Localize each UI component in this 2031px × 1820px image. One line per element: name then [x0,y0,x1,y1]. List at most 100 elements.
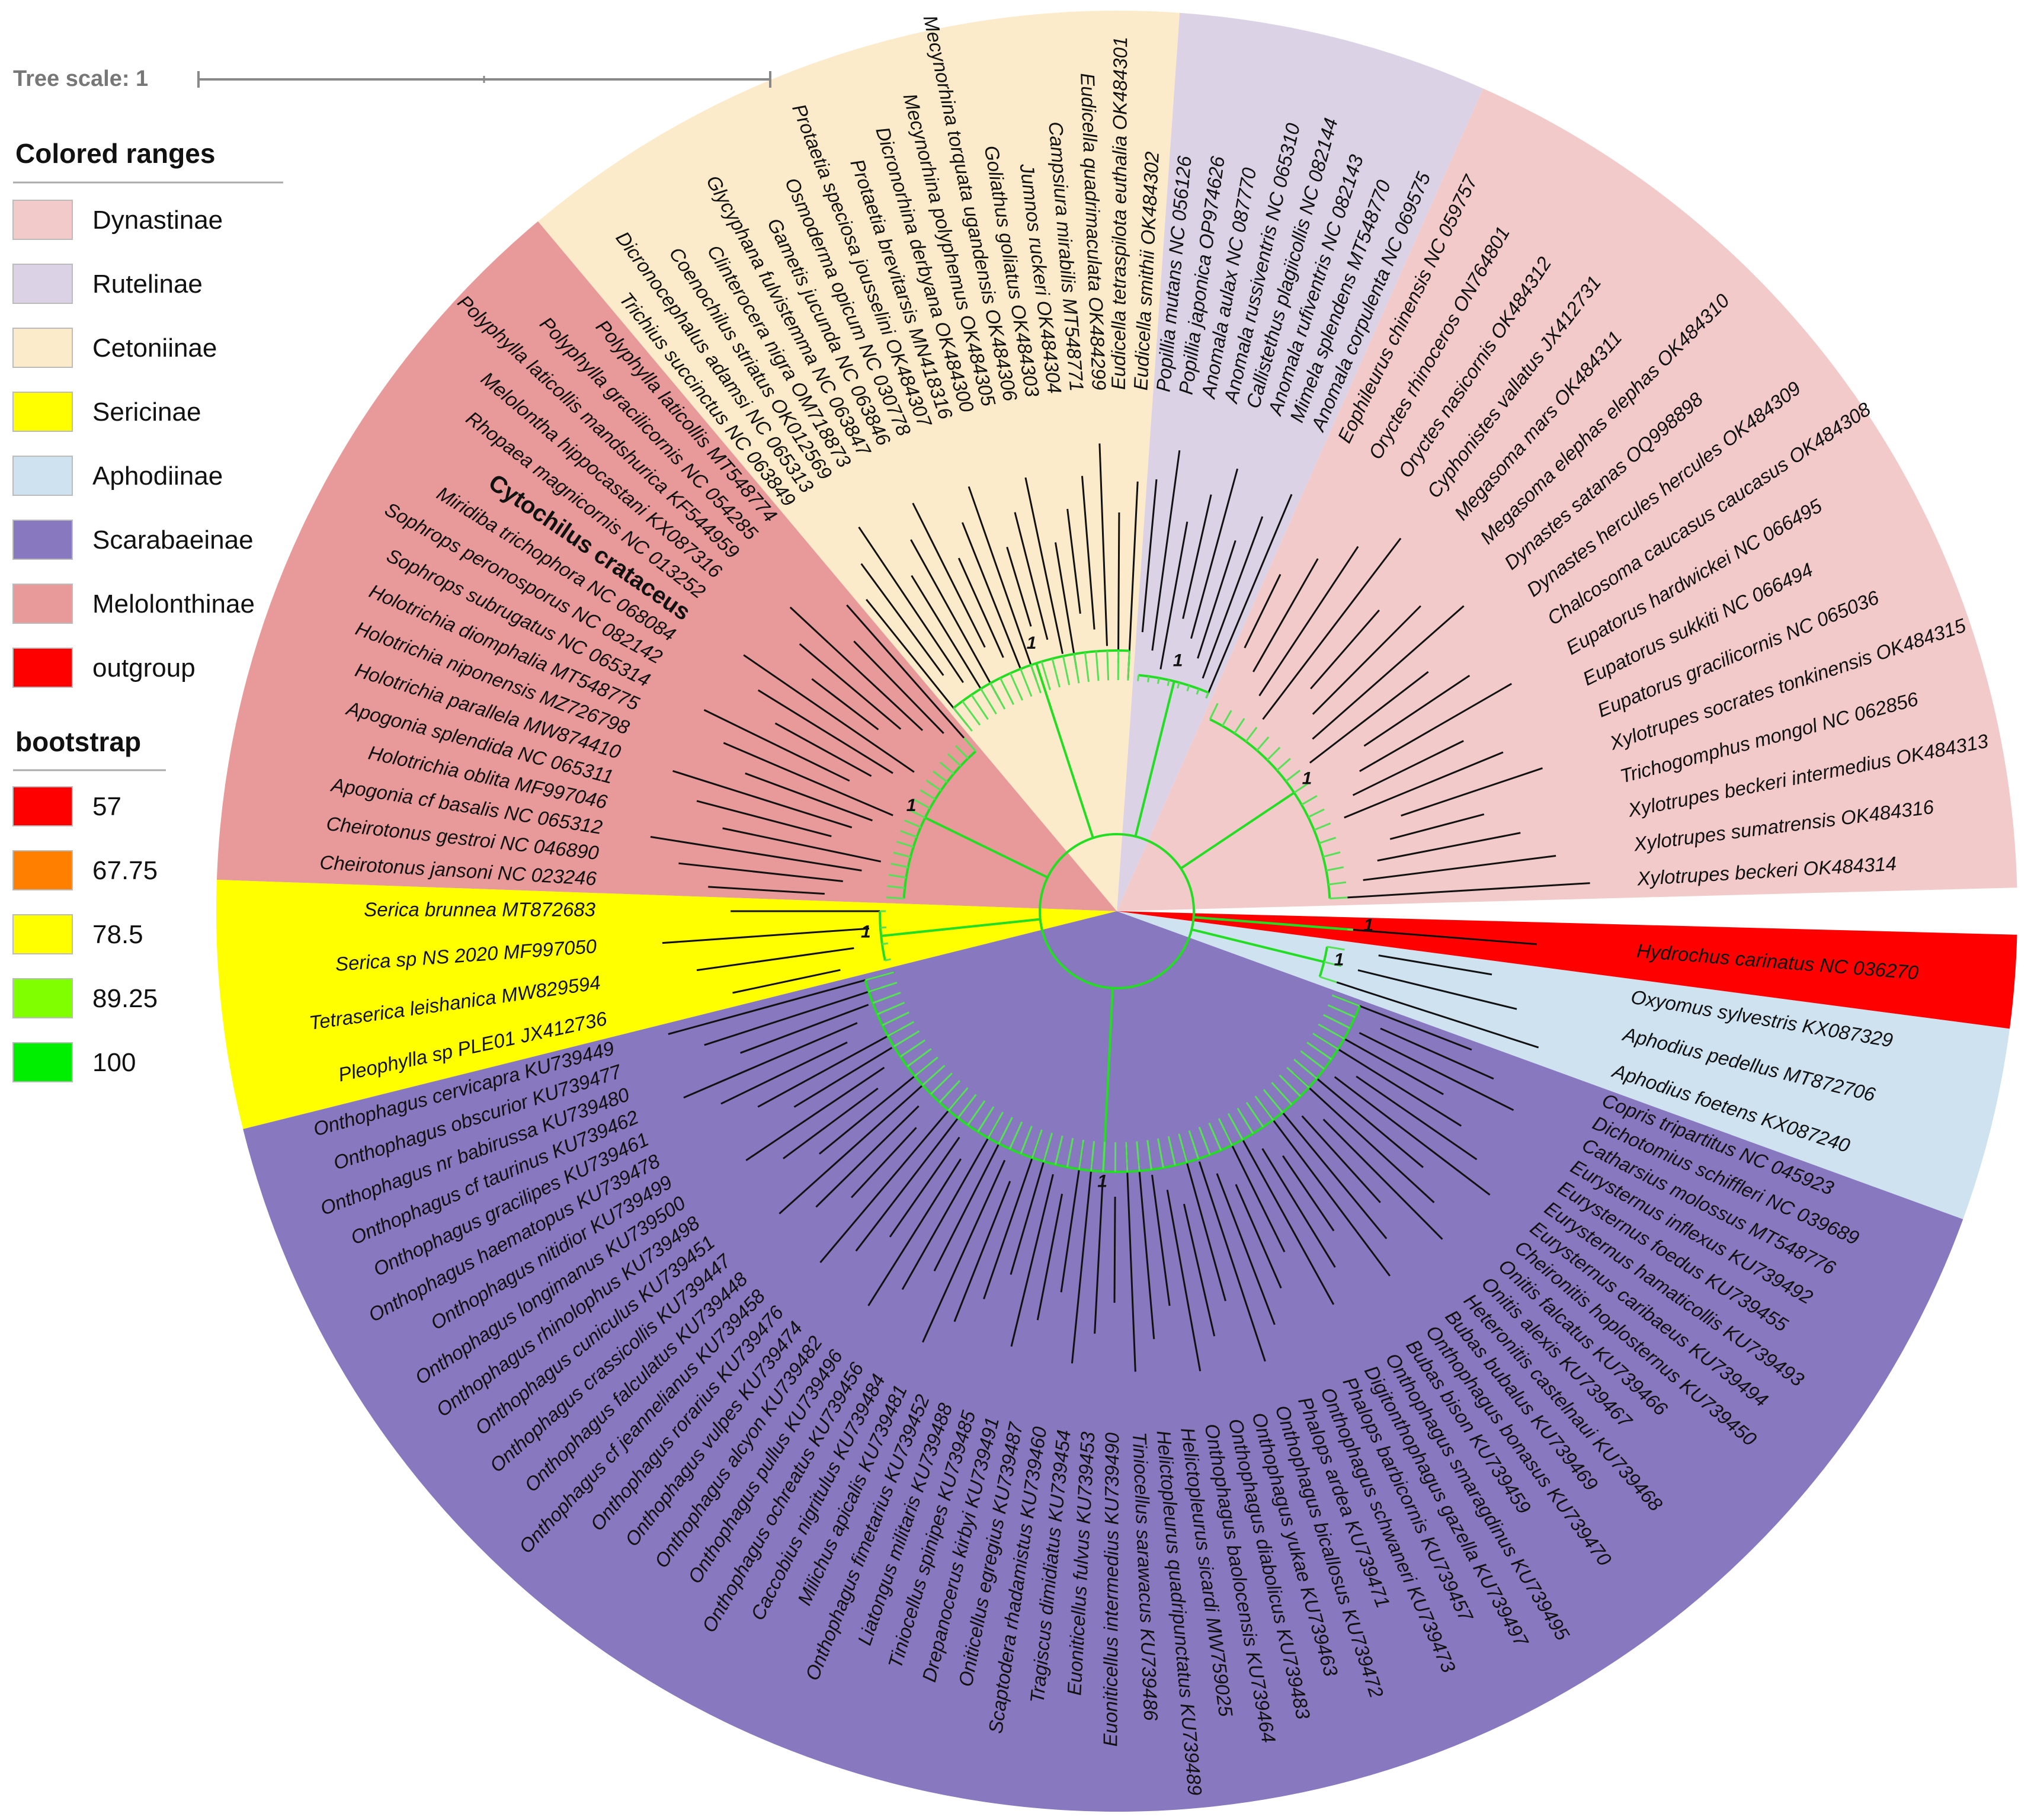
internal-branch [1285,770,1301,782]
tip-branch [683,1022,858,1099]
internal-branch [1245,726,1258,742]
tip-branch [774,722,872,777]
bootstrap-node-label: 1 [1363,915,1373,935]
internal-branch [882,942,889,946]
internal-branch [1009,672,1024,701]
legend-swatch [12,264,73,304]
legend-swatch [12,786,73,826]
tip-branch [1282,1155,1335,1232]
internal-branch [1178,1133,1188,1163]
legend-swatch [12,520,73,560]
tip-branch [1113,1196,1116,1303]
internal-branch [908,809,926,819]
tip-branch [1380,1027,1494,1080]
tip-branch [910,539,1001,701]
tip-branch [961,522,1021,669]
internal-branch [1125,1142,1129,1172]
tip-branch [911,575,983,691]
internal-branch [1328,881,1347,886]
internal-branch [1318,1023,1345,1040]
tip-branch [789,606,924,731]
range-sector-rutelinae [1117,12,1484,912]
internal-branch [880,926,887,929]
internal-branch [1146,1140,1152,1170]
legend-swatch [12,1042,73,1082]
taxon-label: Serica brunnea MT872683 [364,899,595,921]
internal-branch [1279,1074,1302,1097]
internal-branch [888,874,906,879]
internal-branch [1095,651,1100,681]
tip-branch [901,1118,1000,1290]
tip-branch [1252,558,1319,672]
tip-branch [703,709,850,782]
internal-branch [1020,1126,1033,1154]
bootstrap-node-label: 1 [1027,633,1037,653]
tip-branch [757,689,893,774]
tree-scale: Tree scale: 1 [13,66,771,91]
internal-branch [925,780,942,792]
tip-branch [1378,954,1492,976]
tip-branch [696,947,854,972]
tip-branch [1190,468,1239,639]
tip-branch [968,486,1038,682]
legend-bootstrap-title: bootstrap [15,726,141,757]
internal-branch [953,707,973,732]
tip-branch [811,678,879,730]
tip-branch [1036,1193,1063,1321]
tip-branch [846,604,965,739]
tip-branch [953,1181,1011,1322]
tip-branch [1377,832,1521,862]
tip-branch [1014,512,1049,640]
tip-branch [1261,1148,1336,1268]
tip-branch [1312,605,1421,715]
tip-branch [1357,969,1517,1010]
taxon-label: Eudicella tetraspilota euthalia OK484301 [1107,37,1131,390]
legend-range-label: Sericinae [92,398,201,427]
internal-branch [896,841,914,848]
tip-branch [732,969,841,994]
tip-branch [745,772,873,822]
internal-branch [1236,1107,1254,1134]
internal-branch [1196,688,1200,695]
internal-branch [890,863,909,869]
tip-branch [793,1047,893,1108]
internal-branch [872,992,901,1004]
tip-branch [1338,1034,1444,1095]
internal-branch [887,1021,915,1037]
tip-branch [779,1084,924,1215]
clade-stem [1035,662,1094,838]
tip-branch [1197,540,1236,659]
internal-branch [1136,1141,1141,1171]
internal-branch [1127,651,1130,681]
internal-branch [1020,668,1033,697]
bootstrap-node-label: 1 [1097,1171,1107,1191]
tip-branch [650,836,862,871]
internal-branch [1147,676,1150,682]
internal-branch [1312,1033,1339,1050]
clade-stem [1101,988,1114,1172]
internal-branch [947,753,962,767]
range-sector-dynastinae [1117,88,2017,912]
tip-branch [1216,1173,1276,1325]
bootstrap-node-label: 1 [1173,651,1183,671]
legend-range-label: Cetoniinae [92,334,217,363]
internal-branch [1314,822,1331,831]
tip-branch [1336,981,1539,1049]
internal-branch [1322,851,1341,858]
tip-branch [819,1095,962,1263]
tip-branch [1066,508,1081,614]
legend-range-label: outgroup [92,653,196,682]
internal-branch [1263,1089,1283,1113]
legend-range-label: Scarabaeinae [92,526,254,555]
internal-branch [869,981,898,993]
internal-branch [882,1011,909,1026]
tip-branch [853,640,944,734]
internal-branch [962,700,981,726]
tip-branch [1244,573,1282,649]
internal-branch [865,971,895,981]
internal-branch [1167,680,1170,686]
tip-branch [1359,682,1513,773]
internal-branch [893,1030,920,1047]
legend-swatch [12,392,73,432]
internal-branch [987,1111,1004,1139]
